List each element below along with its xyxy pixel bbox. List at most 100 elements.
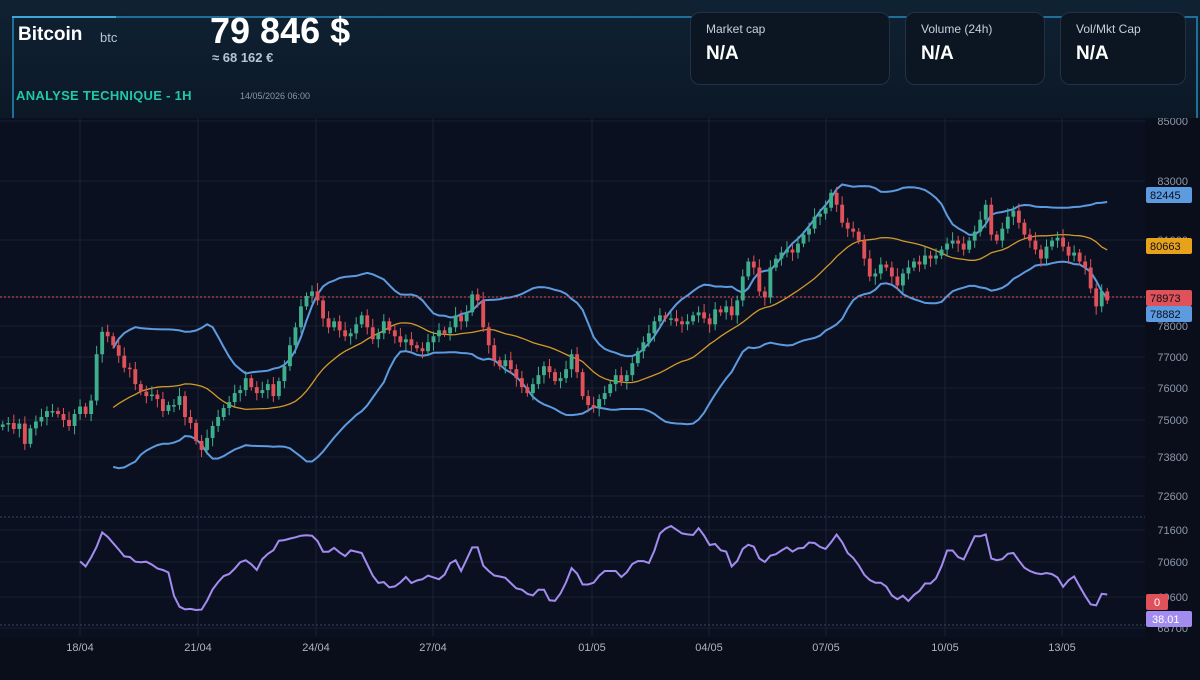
candle-body-66 (365, 315, 370, 328)
candle-body-198 (1094, 288, 1099, 307)
candle-body-192 (1061, 237, 1065, 247)
candle-body-19 (105, 331, 110, 337)
candle-body-30 (166, 405, 171, 412)
candle-body-85 (470, 294, 475, 313)
candle-body-99 (547, 366, 552, 373)
candle-body-2 (11, 422, 16, 429)
candle-body-52 (287, 345, 292, 367)
candle-body-149 (823, 207, 828, 214)
candle-body-157 (867, 258, 872, 277)
candle-body-162 (895, 276, 900, 286)
candle-body-55 (304, 295, 309, 307)
candle-body-196 (1083, 261, 1088, 268)
candle-body-131 (724, 306, 729, 313)
candle-body-35 (194, 422, 198, 441)
candle-body-130 (718, 309, 723, 313)
candle-body-194 (1072, 252, 1077, 256)
candle-body-159 (878, 264, 883, 274)
rsi-value-label: 38.01 (1152, 614, 1180, 626)
candle-body-168 (928, 255, 933, 259)
candle-body-111 (613, 375, 618, 385)
candle-body-62 (343, 330, 348, 337)
candle-body-135 (746, 261, 751, 277)
candle-body-0 (0, 424, 5, 427)
candle-body-160 (884, 264, 889, 268)
candle-body-164 (906, 267, 911, 274)
candle-body-124 (685, 321, 690, 325)
candle-body-183 (1011, 210, 1016, 217)
candle-body-184 (1016, 210, 1021, 223)
candle-body-137 (757, 267, 762, 292)
candle-body-57 (315, 291, 320, 301)
candle-body-148 (818, 213, 823, 217)
rsi-zero-label: 0 (1154, 597, 1160, 609)
candle-body-76 (420, 348, 425, 352)
candle-body-150 (829, 192, 834, 208)
candle-body-167 (923, 255, 927, 265)
candle-body-101 (558, 378, 563, 382)
x-tick-label-0: 18/04 (66, 642, 94, 654)
volume-label: Volume (24h) (921, 22, 993, 36)
candle-body-43 (238, 390, 243, 394)
candle-body-113 (624, 375, 629, 382)
x-tick-label-8: 13/05 (1048, 642, 1076, 654)
x-tick-label-6: 07/05 (812, 642, 840, 654)
candle-body-171 (945, 243, 950, 250)
candle-body-79 (437, 330, 441, 337)
candle-body-155 (856, 231, 861, 241)
candle-body-29 (160, 399, 165, 412)
candle-body-27 (149, 394, 154, 397)
bollinger-upper (112, 183, 1108, 375)
candle-body-60 (332, 321, 337, 328)
candle-body-56 (310, 291, 314, 296)
candle-body-9 (50, 411, 55, 413)
candle-body-70 (387, 321, 392, 331)
candle-body-92 (508, 360, 513, 370)
coin-symbol: btc (100, 30, 118, 45)
rsi-line (79, 524, 1108, 612)
candle-body-1 (6, 422, 11, 425)
y-tick-label-8: 73800 (1157, 452, 1188, 464)
candle-body-10 (56, 411, 60, 415)
candle-body-45 (249, 378, 254, 388)
price-chart: 8500083000810007900078000770007600075000… (0, 116, 1192, 654)
candle-body-44 (243, 378, 248, 391)
candle-body-47 (260, 390, 265, 394)
candle-body-11 (61, 414, 66, 420)
candle-body-195 (1077, 252, 1082, 262)
candle-body-170 (939, 249, 944, 256)
candle-body-126 (696, 312, 701, 316)
candle-body-96 (530, 384, 535, 394)
chart-grid (0, 118, 1145, 638)
candle-body-97 (536, 375, 541, 385)
candle-body-129 (713, 309, 718, 325)
candle-body-106 (586, 396, 591, 406)
candle-body-71 (392, 330, 397, 337)
candle-body-109 (602, 393, 607, 400)
bollinger-upper-label-bg (1146, 187, 1192, 203)
candle-body-120 (663, 315, 668, 319)
y-tick-label-0: 85000 (1157, 118, 1188, 128)
candle-body-193 (1066, 246, 1071, 256)
candle-body-82 (453, 315, 458, 328)
y-tick-label-4: 78000 (1157, 321, 1188, 333)
candle-body-17 (94, 354, 99, 401)
bollinger-lower-label: 78882 (1150, 309, 1181, 321)
y-tick-label-6: 76000 (1157, 383, 1188, 395)
candle-body-58 (321, 300, 325, 319)
rsi-zero-bg (1146, 594, 1168, 610)
y-tick-label-1: 83000 (1157, 176, 1188, 188)
price-eur: ≈ 68 162 € (212, 50, 274, 65)
header: Bitcoin btc 79 846 $ ≈ 68 162 € ANALYSE … (0, 0, 1200, 118)
candle-body-6 (33, 421, 38, 429)
y-tick-label-5: 77000 (1157, 352, 1188, 364)
candle-body-142 (785, 249, 789, 253)
candle-body-200 (1105, 291, 1110, 301)
x-tick-label-3: 27/04 (419, 642, 447, 654)
candle-body-122 (674, 318, 679, 322)
candles (0, 186, 1110, 458)
candle-body-59 (326, 318, 331, 328)
chart-area: 8500083000810007900078000770007600075000… (0, 116, 1200, 675)
candle-body-100 (553, 372, 557, 382)
header-accent-line (12, 16, 116, 18)
